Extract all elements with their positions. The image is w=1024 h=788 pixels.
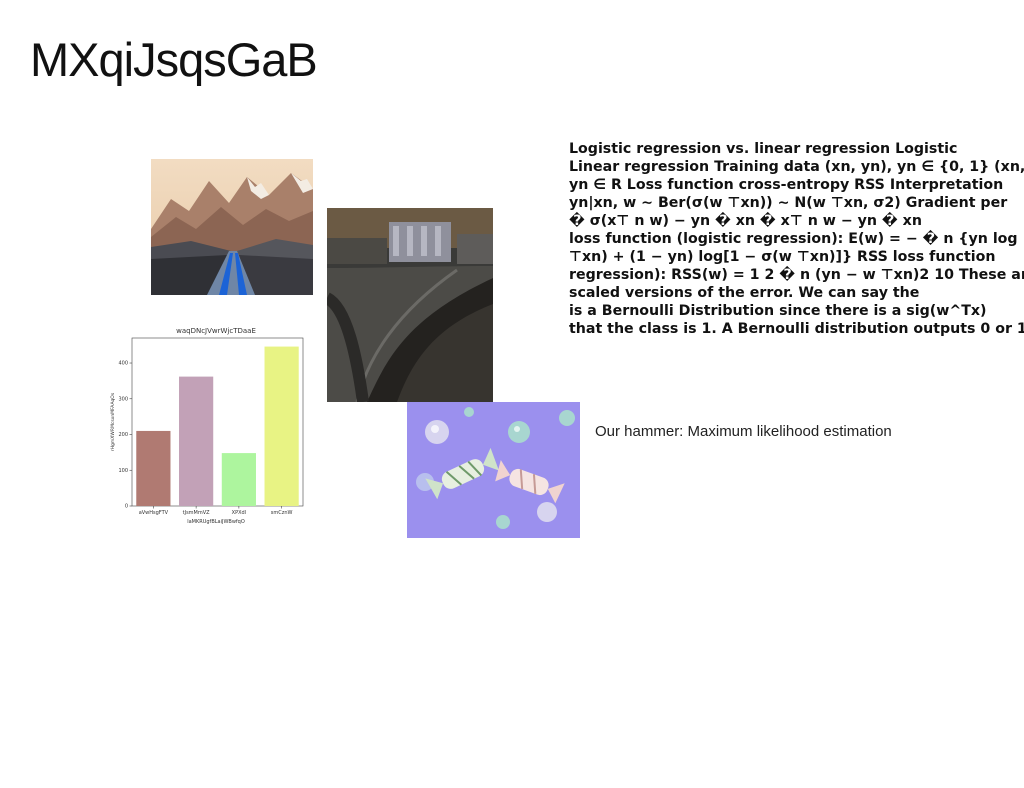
x-tick-label: smCznW bbox=[271, 510, 293, 516]
y-tick-label: 100 bbox=[118, 468, 128, 474]
y-tick-label: 0 bbox=[125, 504, 128, 510]
x-tick-label: tJsmMmVZ bbox=[183, 510, 211, 516]
chart-title: waqDNcJVwrWjcTDaaE bbox=[176, 327, 256, 335]
chart-x-axis-label: laMKRUgfBLaiJWBwfqO bbox=[187, 519, 245, 525]
chart-plot-area: 0 100 200 300 400 aVwHsgFTV tJsmMmVZ XPXdl smCzn… bbox=[118, 337, 304, 516]
x-tick-label: aVwHsgFTV bbox=[139, 510, 169, 516]
bar bbox=[221, 453, 256, 506]
mountain-road-photo bbox=[151, 159, 313, 295]
bar bbox=[179, 376, 214, 506]
y-tick-label: 200 bbox=[118, 432, 128, 438]
river-city-photo bbox=[327, 208, 493, 402]
bar bbox=[264, 346, 299, 506]
bar-chart-svg: waqDNcJVwrWjcTDaaE laMKRUgfBLaiJWBwfqO r… bbox=[110, 327, 304, 525]
candy-photo bbox=[407, 402, 580, 538]
chart-y-axis-label: rHgmXWRMcsxnMFAAqOs bbox=[110, 392, 116, 451]
y-tick-label: 400 bbox=[118, 361, 128, 367]
slide-title: MXqiJsqsGaB bbox=[30, 33, 318, 86]
slide-caption: Our hammer: Maximum likelihood estimatio… bbox=[595, 423, 892, 440]
slide-body-text: Logistic regression vs. linear regressio… bbox=[569, 141, 1024, 337]
chart-frame bbox=[131, 337, 304, 507]
bar-chart: waqDNcJVwrWjcTDaaE laMKRUgfBLaiJWBwfqO r… bbox=[105, 322, 310, 528]
x-tick-label: XPXdl bbox=[232, 510, 246, 516]
y-tick-label: 300 bbox=[118, 396, 128, 402]
bar bbox=[136, 430, 171, 506]
